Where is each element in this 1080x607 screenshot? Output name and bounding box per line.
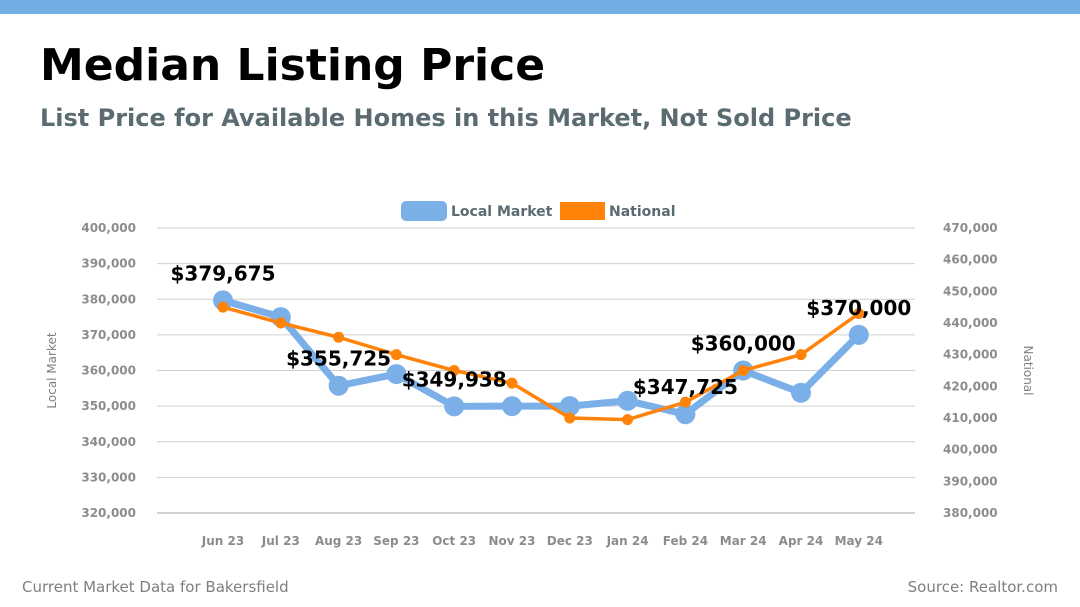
footer-source: Source: Realtor.com (907, 578, 1058, 596)
x-axis-tick-label: Oct 23 (432, 534, 476, 548)
legend-swatch-national (560, 202, 605, 220)
legend-label-local-market: Local Market (451, 204, 553, 220)
point-local-market (675, 404, 696, 425)
right-axis-tick-label: 410,000 (943, 411, 998, 425)
x-axis-tick-label: Jul 23 (261, 534, 300, 548)
point-national (853, 308, 865, 319)
point-local-market (386, 364, 407, 385)
left-axis-title: Local Market (45, 332, 59, 408)
legend-label-national: National (609, 204, 676, 220)
page-title: Median Listing Price (40, 40, 546, 91)
footer-market-note: Current Market Data for Bakersfield (22, 578, 289, 596)
left-axis-tick-label: 390,000 (81, 257, 136, 271)
x-axis-tick-label: Dec 23 (547, 534, 593, 548)
point-local-market (617, 390, 638, 411)
point-national (506, 377, 518, 389)
right-axis-tick-label: 460,000 (943, 253, 998, 267)
data-label-local-market: $370,000 (806, 296, 911, 320)
right-axis-tick-label: 430,000 (943, 348, 998, 362)
point-local-market (328, 375, 349, 396)
point-national (679, 396, 691, 408)
left-axis-tick-label: 350,000 (81, 399, 136, 413)
x-axis-tick-label: Jan 24 (606, 534, 649, 548)
right-axis-tick-label: 390,000 (943, 474, 998, 488)
left-axis-tick-label: 340,000 (81, 435, 136, 449)
data-label-local-market: $349,938 (402, 367, 507, 391)
data-label-local-market: $360,000 (691, 332, 796, 356)
point-national (737, 365, 749, 376)
left-axis-tick-label: 400,000 (81, 221, 136, 235)
point-national (275, 317, 287, 329)
series-line-national (222, 305, 860, 422)
page-subtitle: List Price for Available Homes in this M… (40, 104, 852, 132)
series-line-local-market (219, 296, 863, 418)
point-national (333, 331, 345, 343)
x-axis-tick-label: Sep 23 (373, 534, 419, 548)
right-axis-tick-label: 420,000 (943, 379, 998, 393)
left-axis-tick-label: 360,000 (81, 364, 136, 378)
point-local-market (559, 396, 580, 417)
left-axis-tick-label: 370,000 (81, 328, 136, 342)
point-local-market (791, 382, 811, 403)
point-national (622, 414, 634, 426)
data-label-local-market: $355,725 (286, 347, 391, 371)
x-axis-tick-label: Nov 23 (489, 534, 536, 548)
point-local-market (502, 396, 522, 417)
left-axis-tick-label: 320,000 (81, 506, 136, 520)
x-axis-tick-label: Jun 23 (201, 534, 244, 548)
right-axis-tick-label: 470,000 (943, 221, 998, 235)
right-axis-tick-label: 440,000 (943, 316, 998, 330)
point-national (390, 349, 402, 361)
x-axis-tick-label: Feb 24 (663, 534, 708, 548)
point-local-market (848, 324, 869, 345)
point-national (448, 365, 460, 376)
data-label-local-market: $347,725 (633, 375, 738, 399)
x-axis-tick-label: Aug 23 (315, 534, 362, 548)
left-axis-tick-label: 380,000 (81, 292, 136, 306)
point-national (564, 412, 576, 424)
right-axis-tick-label: 380,000 (943, 506, 998, 520)
right-axis-tick-label: 400,000 (943, 443, 998, 457)
left-axis-tick-label: 330,000 (81, 470, 136, 484)
x-axis-tick-label: Apr 24 (779, 534, 824, 548)
x-axis-tick-label: Mar 24 (720, 534, 767, 548)
point-local-market (444, 396, 465, 417)
legend-swatch-local-market (401, 201, 447, 221)
x-axis-tick-label: May 24 (835, 534, 883, 548)
point-national (217, 301, 229, 313)
top-accent-bar (0, 0, 1080, 14)
data-label-local-market: $379,675 (170, 261, 275, 285)
right-axis-tick-label: 450,000 (943, 284, 998, 298)
point-national (795, 349, 807, 361)
right-axis-title: National (1021, 345, 1035, 395)
